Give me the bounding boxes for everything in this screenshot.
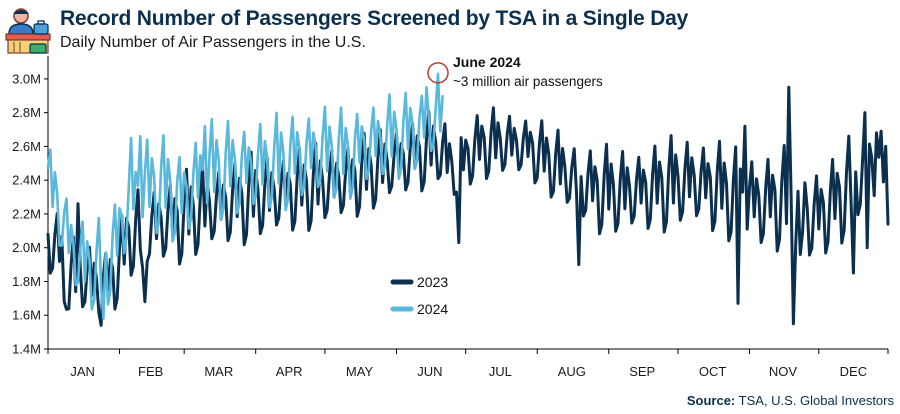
record-highlight-circle <box>427 62 449 84</box>
y-tick-label: 2.0M <box>12 240 41 255</box>
source-text: TSA, U.S. Global Investors <box>738 393 894 408</box>
source-label: Source: <box>686 393 736 408</box>
chart-header: Record Number of Passengers Screened by … <box>0 0 900 60</box>
legend-label-2024: 2024 <box>417 301 448 317</box>
x-tick-label: MAY <box>346 364 374 379</box>
annotation-layer: June 2024 ~3 million air passengers <box>427 54 603 89</box>
x-tick-label: MAR <box>204 364 233 379</box>
y-tick-label: 2.2M <box>12 206 41 221</box>
y-tick-label: 1.6M <box>12 308 41 323</box>
annotation-title: June 2024 <box>453 54 521 70</box>
y-tick-label: 2.6M <box>12 139 41 154</box>
x-tick-label: NOV <box>769 364 798 379</box>
y-tick-label: 3.0M <box>12 71 41 86</box>
y-tick-label: 1.8M <box>12 274 41 289</box>
annotation-text: ~3 million air passengers <box>453 74 603 89</box>
x-tick-label: SEP <box>629 364 655 379</box>
series-layer <box>46 72 890 327</box>
x-tick-label: DEC <box>840 364 867 379</box>
x-tick-label: OCT <box>699 364 727 379</box>
axis-layer: 1.4M 1.6M 1.8M 2.0M 2.2M 2.4M 2.6M 2.8M 3.0M JAN F… <box>12 56 889 379</box>
legend: 2023 2024 <box>390 274 448 317</box>
y-tick-label: 2.8M <box>12 105 41 120</box>
y-tick-label: 2.4M <box>12 173 41 188</box>
source-note: Source: TSA, U.S. Global Investors <box>687 393 894 408</box>
y-tick-label: 1.4M <box>12 342 41 357</box>
x-tick-label: JUN <box>417 364 442 379</box>
series-line-2024 <box>46 72 444 320</box>
legend-label-2023: 2023 <box>417 274 448 290</box>
series-line-2023 <box>46 85 890 327</box>
chart-subtitle: Daily Number of Air Passengers in the U.… <box>60 34 366 51</box>
x-tick-label: FEB <box>138 364 163 379</box>
x-tick-label: APR <box>276 364 303 379</box>
x-tick-label: JUL <box>489 364 512 379</box>
x-tick-label: JAN <box>70 364 95 379</box>
chart-title: Record Number of Passengers Screened by … <box>60 7 689 30</box>
passengers-icon <box>5 8 51 54</box>
x-tick-label: AUG <box>558 364 586 379</box>
